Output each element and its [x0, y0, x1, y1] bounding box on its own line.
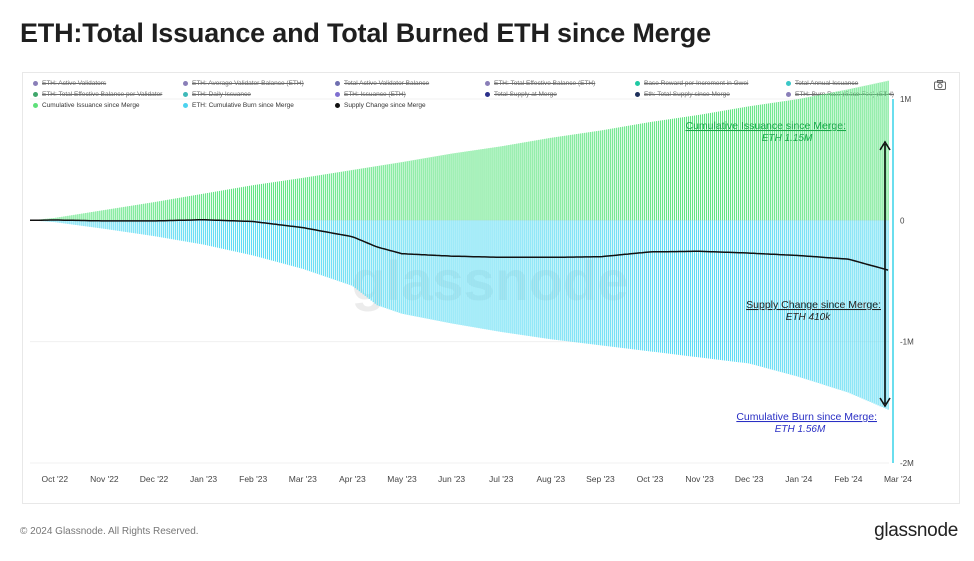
legend-swatch — [635, 92, 640, 97]
legend-swatch — [786, 92, 791, 97]
legend-swatch — [335, 81, 340, 86]
camera-icon[interactable] — [934, 80, 946, 90]
legend-item[interactable]: ETH: Total Effective Balance per Validat… — [33, 91, 162, 98]
legend-swatch — [485, 92, 490, 97]
legend-swatch — [183, 81, 188, 86]
legend-swatch — [485, 81, 490, 86]
legend-swatch — [335, 103, 340, 108]
legend-item[interactable]: Total Annual Issuance — [786, 80, 858, 87]
copyright-text: © 2024 Glassnode. All Rights Reserved. — [20, 526, 199, 537]
legend-item[interactable]: ETH: Daily Issuance — [183, 91, 251, 98]
legend-label: ETH: Total Effective Balance per Validat… — [42, 91, 163, 98]
legend-swatch — [183, 103, 188, 108]
legend-label: Supply Change since Merge — [344, 102, 426, 109]
legend-item[interactable]: Supply Change since Merge — [335, 102, 426, 109]
legend-label: ETH: Burn Rate (Base Fee) (ETH) — [795, 91, 894, 98]
legend-swatch — [786, 81, 791, 86]
legend-swatch — [33, 81, 38, 86]
legend-label: Total Annual Issuance — [795, 80, 859, 87]
legend-label: ETH: Average Validator Balance (ETH) — [192, 80, 304, 87]
legend-item[interactable]: Base Reward per Increment in Gwei — [635, 80, 748, 87]
legend-label: Cumulative Issuance since Merge — [42, 102, 140, 109]
legend-swatch — [33, 92, 38, 97]
legend-item[interactable]: Total Active Validator Balance — [335, 80, 429, 87]
legend-item[interactable]: ETH: Total Effective Balance (ETH) — [485, 80, 595, 87]
legend-item[interactable]: Eth: Total Supply since Merge — [635, 91, 730, 98]
legend-item[interactable]: ETH: Burn Rate (Base Fee) (ETH) — [786, 91, 894, 98]
legend-item[interactable]: ETH: Average Validator Balance (ETH) — [183, 80, 304, 87]
glassnode-logo: glassnode — [874, 520, 958, 541]
legend-label: ETH: Total Effective Balance (ETH) — [494, 80, 596, 87]
legend-swatch — [33, 103, 38, 108]
legend-swatch — [183, 92, 188, 97]
legend-label: ETH: Cumulative Burn since Merge — [192, 102, 294, 109]
legend-item[interactable]: Total Supply at Merge — [485, 91, 557, 98]
legend-label: ETH: Issuance (ETH) — [344, 91, 406, 98]
chart-panel — [22, 72, 960, 504]
chart-title: ETH:Total Issuance and Total Burned ETH … — [20, 18, 711, 48]
legend-label: Base Reward per Increment in Gwei — [644, 80, 749, 87]
legend-swatch — [335, 92, 340, 97]
legend-item[interactable]: ETH: Cumulative Burn since Merge — [183, 102, 294, 109]
legend-label: ETH: Active Validators — [42, 80, 107, 87]
legend-label: ETH: Daily Issuance — [192, 91, 251, 98]
legend-label: Total Active Validator Balance — [344, 80, 430, 87]
legend-item[interactable]: ETH: Issuance (ETH) — [335, 91, 406, 98]
legend-label: Eth: Total Supply since Merge — [644, 91, 730, 98]
legend-item[interactable]: Cumulative Issuance since Merge — [33, 102, 140, 109]
legend-item[interactable]: ETH: Active Validators — [33, 80, 106, 87]
legend-label: Total Supply at Merge — [494, 91, 557, 98]
legend-swatch — [635, 81, 640, 86]
